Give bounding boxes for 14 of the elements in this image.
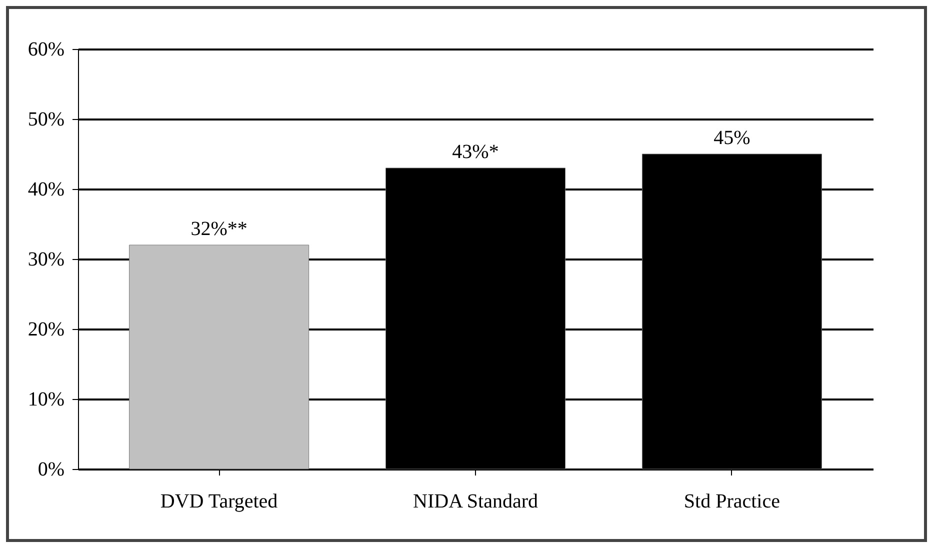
data-label: 45% [714,127,750,149]
y-tick-label: 20% [28,318,64,340]
x-tick-label: NIDA Standard [413,490,538,512]
data-label: 43%* [452,141,499,163]
bar [129,244,310,470]
y-tick-label: 40% [28,178,64,200]
y-tick-label: 10% [28,388,64,410]
data-label: 32%** [190,218,248,240]
x-tick-label: DVD Targeted [160,490,278,512]
x-tick-label: Std Practice [684,490,780,512]
y-tick-label: 60% [28,38,64,60]
y-tick-label: 50% [28,108,64,130]
y-tick-label: 0% [38,458,64,480]
y-tick-label: 30% [28,248,64,270]
